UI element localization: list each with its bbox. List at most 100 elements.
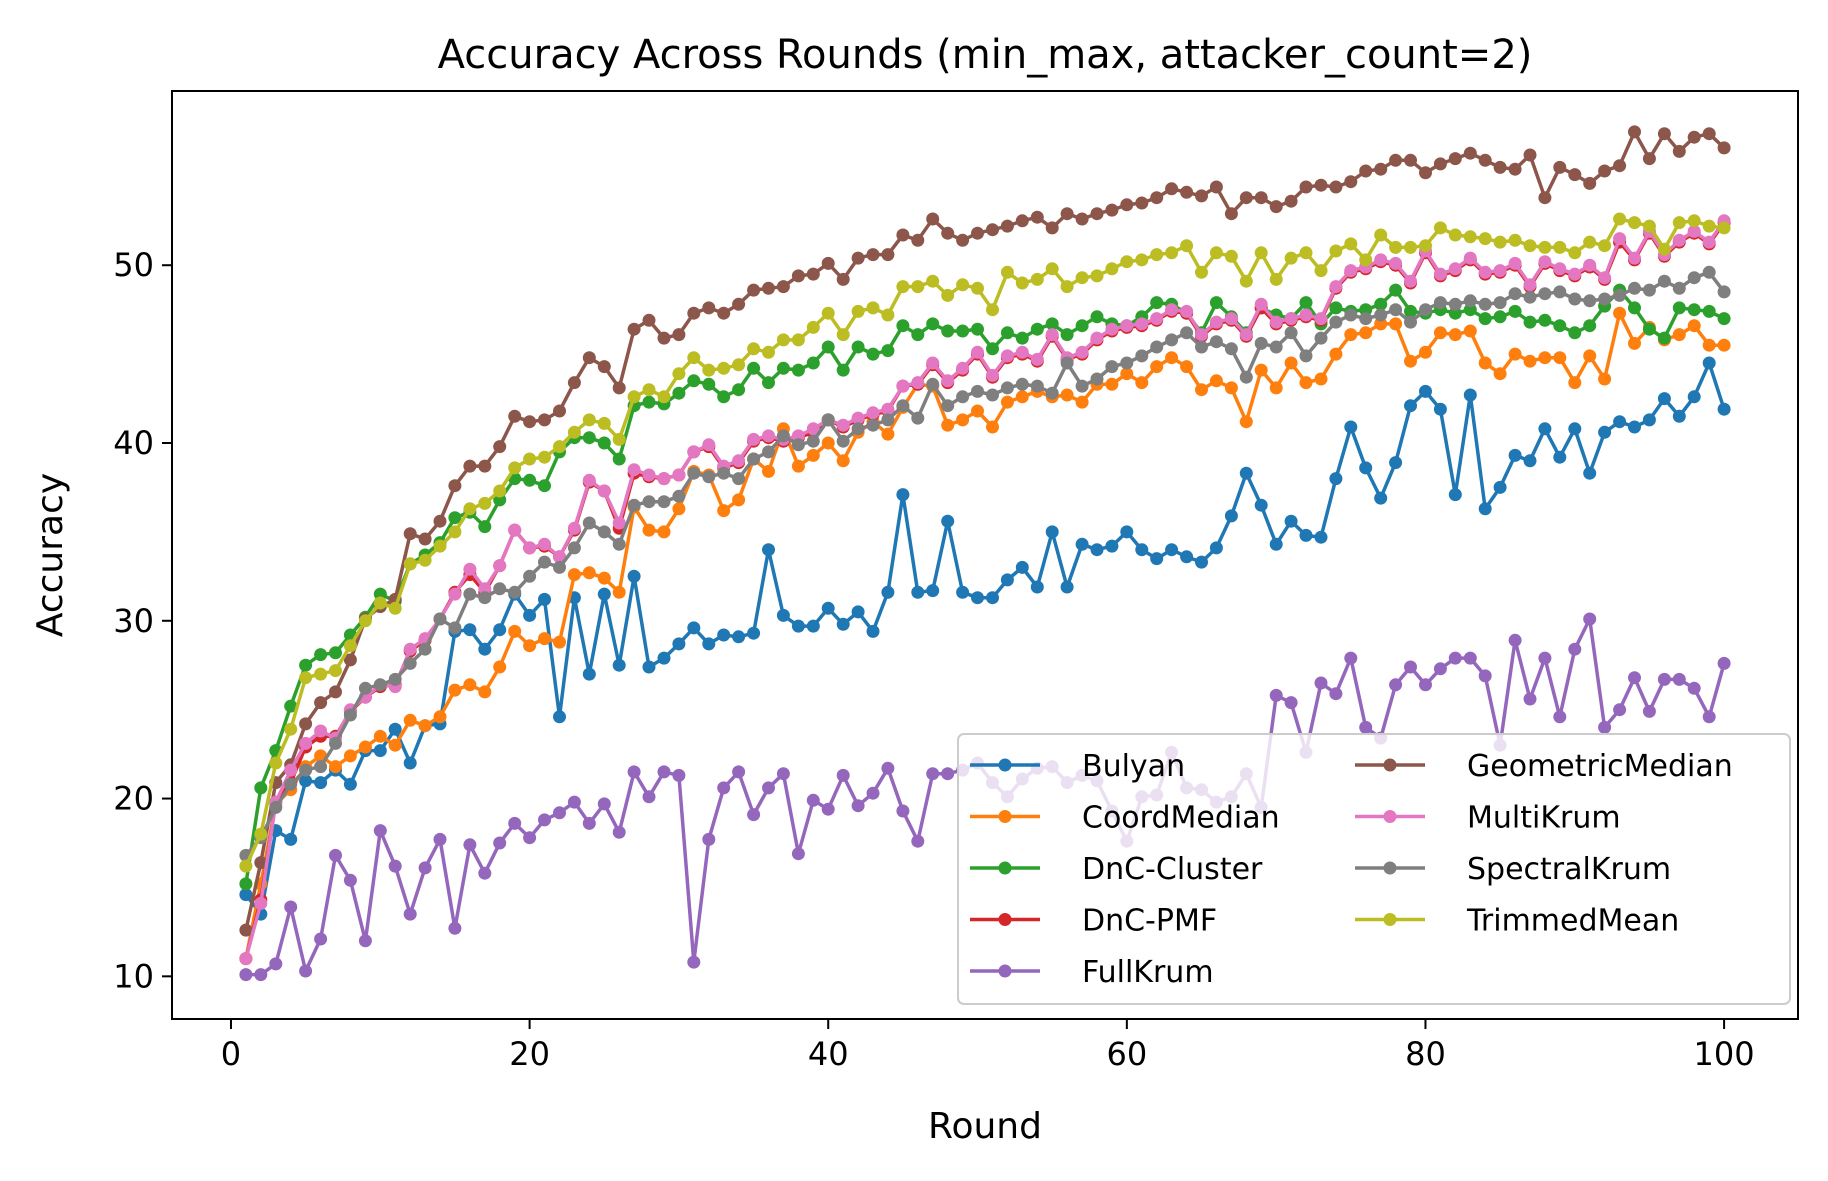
data-point [1508,633,1522,647]
data-point [343,873,357,887]
data-point [478,591,492,605]
data-point [1702,235,1716,249]
data-point [1493,235,1507,249]
data-point [702,363,716,377]
data-point [403,756,417,770]
data-point [329,685,342,699]
data-point [269,756,283,770]
series-line [244,130,1726,931]
data-point [1523,315,1537,329]
data-point [657,331,671,345]
data-point [299,671,313,685]
data-point [1657,274,1671,288]
data-point [1538,313,1552,327]
data-point [1642,704,1656,718]
data-point [1165,303,1179,317]
data-point [642,790,656,804]
data-point [1105,203,1119,217]
data-point [418,532,432,546]
data-point [1090,372,1104,386]
data-point [567,568,581,582]
x-axis: 0 20 40 60 80 100 [221,1019,1755,1073]
data-point [776,429,790,443]
data-point [523,569,537,583]
data-point [523,831,537,845]
legend-swatch-marker [998,964,1012,978]
data-point [1239,466,1253,480]
data-point [1030,580,1044,594]
data-point [373,824,387,838]
data-point [1493,264,1507,278]
data-point [1299,308,1313,322]
x-tick-label: 100 [1694,1035,1755,1073]
data-point [627,498,641,512]
legend-swatch-marker [1383,810,1397,823]
data-point [1284,696,1298,710]
y-tick-label: 40 [113,424,154,462]
data-point [672,328,686,342]
data-point [388,859,402,873]
y-tick-label: 50 [113,246,154,284]
data-point [1090,543,1104,557]
data-point [1060,207,1074,221]
data-point [1224,381,1238,395]
data-point [1657,392,1671,406]
data-point [314,648,328,662]
data-point [1180,185,1194,199]
data-point [343,708,357,722]
data-point [597,525,611,539]
data-point [1000,573,1014,587]
data-point [806,422,820,436]
data-point [1717,656,1731,670]
data-point [941,514,955,528]
plot-area [239,125,1731,982]
data-point [1030,352,1044,366]
data-point [1329,687,1343,701]
data-point [1508,162,1522,176]
data-point [373,678,387,692]
data-point [732,493,746,507]
data-point [358,681,372,695]
data-point [762,429,775,443]
data-point [1642,219,1656,233]
data-point [597,416,611,430]
data-point [1209,180,1223,194]
data-point [299,736,313,750]
data-point [1180,326,1194,340]
data-point [642,383,656,397]
data-point [1359,164,1373,178]
data-point [1493,160,1507,174]
data-point [747,452,761,466]
data-point [1045,317,1059,331]
data-point [418,553,432,567]
data-point [418,642,432,656]
data-point [627,390,641,404]
data-point [1508,347,1522,361]
data-point [1687,214,1701,228]
data-point [1254,246,1268,260]
data-point [508,461,522,475]
data-point [1075,537,1089,551]
data-point [1448,152,1462,166]
data-point [1448,262,1462,276]
data-point [523,541,537,555]
data-point [747,808,761,822]
data-point [1508,304,1522,318]
data-point [1598,164,1612,178]
data-point [1239,274,1253,288]
data-point [1269,381,1283,395]
data-point [1314,530,1328,544]
data-point [1060,388,1074,402]
data-point [1478,669,1492,683]
data-point [388,722,402,736]
data-point [1389,153,1403,167]
data-point [314,667,328,681]
data-point [582,566,596,580]
data-point [926,274,940,288]
data-point [1642,152,1656,166]
data-point [762,281,775,295]
data-point [1150,312,1164,326]
data-point [1538,422,1552,436]
data-point [1075,345,1089,359]
y-axis: 10 20 30 40 50 [113,246,172,995]
